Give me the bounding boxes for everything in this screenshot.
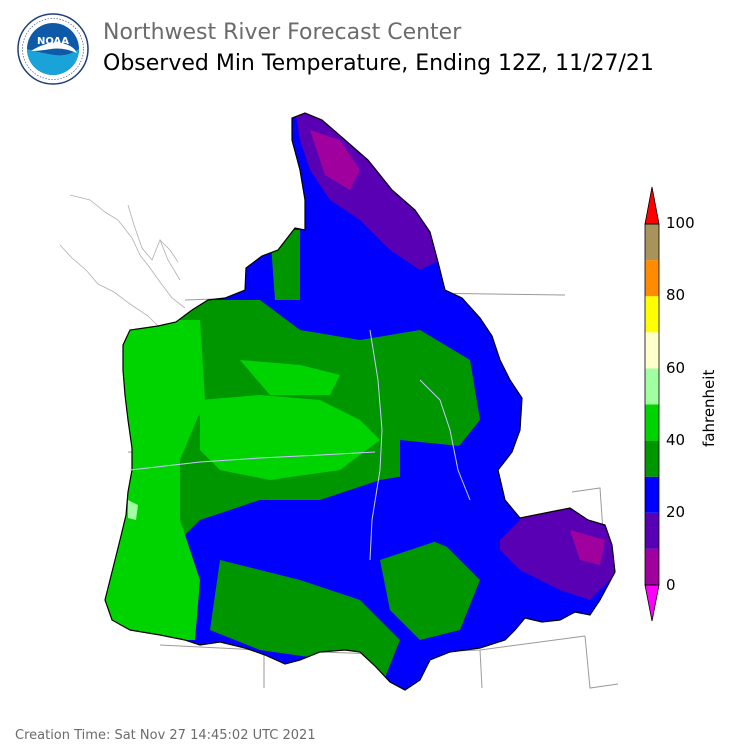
colorbar xyxy=(644,186,660,622)
colorbar-bin-30-40 xyxy=(645,440,659,477)
colorbar-bin-0-10 xyxy=(645,548,659,585)
colorbar-bin-40-50 xyxy=(645,404,659,441)
temperature-field xyxy=(105,113,615,690)
coastline xyxy=(59,194,186,343)
colorbar-bin-50-60 xyxy=(645,368,659,405)
colorbar-tick-100: 100 xyxy=(666,214,695,232)
colorbar-bin-80-90 xyxy=(645,260,659,297)
noaa-seal-icon: NOAA xyxy=(17,13,89,85)
colorbar-over-arrow xyxy=(644,186,660,225)
logo-text: NOAA xyxy=(37,36,69,47)
colorbar-tick-40: 40 xyxy=(666,431,686,449)
colorbar-under-arrow xyxy=(644,584,660,622)
rivers xyxy=(129,329,471,561)
colorbar-tick-60: 60 xyxy=(666,359,686,377)
basin-outline xyxy=(104,112,616,691)
product-title: Observed Min Temperature, Ending 12Z, 11… xyxy=(103,51,654,76)
colorbar-unit-label: fahrenheit xyxy=(700,369,718,447)
agency-title: Northwest River Forecast Center xyxy=(103,20,462,45)
colorbar-bin-90-100 xyxy=(645,224,659,261)
colorbar-tick-80: 80 xyxy=(666,286,686,304)
colorbar-bin-10-20 xyxy=(645,512,659,549)
colorbar-bin-60-70 xyxy=(645,332,659,369)
colorbar-bin-20-30 xyxy=(645,476,659,513)
colorbar-tick-20: 20 xyxy=(666,503,686,521)
colorbar-bin-70-80 xyxy=(645,296,659,333)
colorbar-tick-0: 0 xyxy=(666,576,676,594)
creation-time: Creation Time: Sat Nov 27 14:45:02 UTC 2… xyxy=(15,728,316,743)
